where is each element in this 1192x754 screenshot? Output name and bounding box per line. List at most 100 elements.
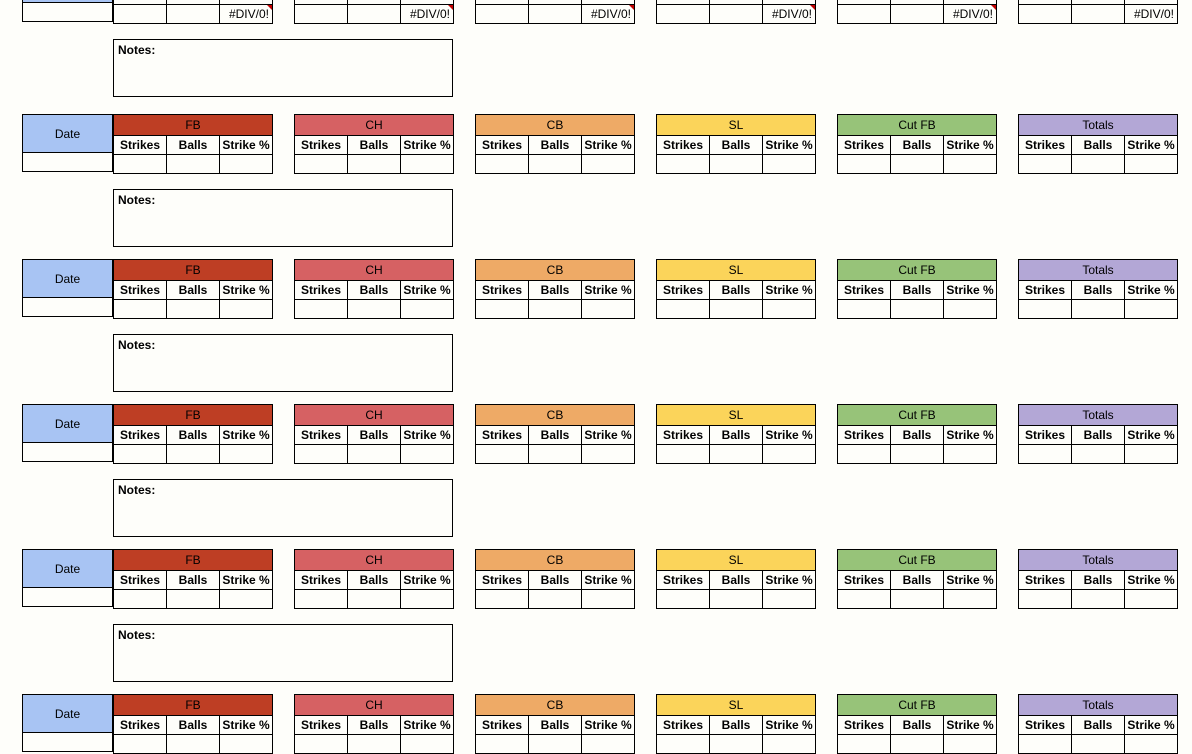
balls-cell[interactable] <box>166 5 219 24</box>
date-input-cell[interactable] <box>22 442 113 462</box>
balls-cell[interactable] <box>166 445 219 464</box>
strikes-cell[interactable] <box>837 735 890 754</box>
strike-pct-cell[interactable] <box>762 445 816 464</box>
strike-pct-cell[interactable] <box>400 300 454 319</box>
strikes-cell[interactable] <box>294 445 347 464</box>
date-input-cell[interactable] <box>22 587 113 607</box>
strike-pct-cell[interactable] <box>219 445 273 464</box>
balls-cell[interactable] <box>890 445 943 464</box>
balls-cell[interactable] <box>528 155 581 174</box>
strikes-cell[interactable] <box>1018 735 1071 754</box>
strike-pct-cell[interactable]: #DIV/0! <box>943 5 997 24</box>
strike-pct-cell[interactable] <box>762 300 816 319</box>
strikes-cell[interactable] <box>475 300 528 319</box>
date-input-cell[interactable] <box>22 297 113 317</box>
notes-box[interactable]: Notes: <box>113 334 453 392</box>
strikes-cell[interactable] <box>294 5 347 24</box>
balls-cell[interactable] <box>1071 155 1124 174</box>
balls-cell[interactable] <box>709 300 762 319</box>
strikes-cell[interactable] <box>837 155 890 174</box>
strike-pct-cell[interactable] <box>400 445 454 464</box>
notes-box[interactable]: Notes: <box>113 189 453 247</box>
balls-cell[interactable] <box>347 735 400 754</box>
strikes-cell[interactable] <box>1018 300 1071 319</box>
strike-pct-cell[interactable] <box>1124 300 1178 319</box>
balls-cell[interactable] <box>528 300 581 319</box>
notes-box[interactable]: Notes: <box>113 479 453 537</box>
balls-cell[interactable] <box>709 445 762 464</box>
balls-cell[interactable] <box>709 5 762 24</box>
strike-pct-cell[interactable] <box>219 155 273 174</box>
strikes-cell[interactable] <box>475 5 528 24</box>
balls-cell[interactable] <box>890 5 943 24</box>
strikes-cell[interactable] <box>656 300 709 319</box>
date-input-cell[interactable] <box>22 2 113 22</box>
strike-pct-cell[interactable]: #DIV/0! <box>1124 5 1178 24</box>
strikes-cell[interactable] <box>475 445 528 464</box>
strikes-cell[interactable] <box>837 5 890 24</box>
strike-pct-cell[interactable] <box>943 445 997 464</box>
strike-pct-cell[interactable] <box>581 300 635 319</box>
balls-cell[interactable] <box>166 155 219 174</box>
balls-cell[interactable] <box>166 735 219 754</box>
strikes-cell[interactable] <box>656 155 709 174</box>
strikes-cell[interactable] <box>656 5 709 24</box>
date-input-cell[interactable] <box>22 152 113 172</box>
strikes-cell[interactable] <box>113 735 166 754</box>
strikes-cell[interactable] <box>294 300 347 319</box>
strikes-cell[interactable] <box>837 445 890 464</box>
strike-pct-cell[interactable] <box>943 155 997 174</box>
strikes-cell[interactable] <box>1018 155 1071 174</box>
strike-pct-cell[interactable] <box>581 155 635 174</box>
balls-cell[interactable] <box>166 300 219 319</box>
strike-pct-cell[interactable] <box>762 735 816 754</box>
strikes-cell[interactable] <box>837 300 890 319</box>
strike-pct-cell[interactable] <box>219 735 273 754</box>
strike-pct-cell[interactable] <box>219 300 273 319</box>
balls-cell[interactable] <box>1071 300 1124 319</box>
strike-pct-cell[interactable] <box>400 735 454 754</box>
strike-pct-cell[interactable]: #DIV/0! <box>400 5 454 24</box>
strike-pct-cell[interactable] <box>400 155 454 174</box>
balls-cell[interactable] <box>1071 5 1124 24</box>
strikes-cell[interactable] <box>113 155 166 174</box>
strikes-cell[interactable] <box>113 5 166 24</box>
date-input-cell[interactable] <box>22 732 113 752</box>
notes-box[interactable]: Notes: <box>113 39 453 97</box>
strikes-cell[interactable] <box>1018 445 1071 464</box>
balls-cell[interactable] <box>528 445 581 464</box>
strikes-cell[interactable] <box>656 735 709 754</box>
balls-cell[interactable] <box>528 735 581 754</box>
balls-cell[interactable] <box>709 155 762 174</box>
strikes-cell[interactable] <box>113 300 166 319</box>
balls-cell[interactable] <box>890 300 943 319</box>
strikes-cell[interactable] <box>656 445 709 464</box>
strike-pct-cell[interactable] <box>1124 735 1178 754</box>
balls-cell[interactable] <box>890 155 943 174</box>
strike-pct-cell[interactable] <box>943 300 997 319</box>
balls-cell[interactable] <box>347 300 400 319</box>
strikes-cell[interactable] <box>475 735 528 754</box>
balls-cell[interactable] <box>347 5 400 24</box>
strike-pct-cell[interactable] <box>943 735 997 754</box>
strike-pct-cell[interactable] <box>581 445 635 464</box>
strike-pct-cell[interactable]: #DIV/0! <box>581 5 635 24</box>
balls-cell[interactable] <box>1071 735 1124 754</box>
balls-cell[interactable] <box>528 5 581 24</box>
balls-cell[interactable] <box>890 735 943 754</box>
strike-pct-cell[interactable]: #DIV/0! <box>762 5 816 24</box>
strike-pct-cell[interactable] <box>1124 445 1178 464</box>
strikes-cell[interactable] <box>113 445 166 464</box>
strikes-cell[interactable] <box>475 155 528 174</box>
balls-cell[interactable] <box>347 445 400 464</box>
balls-cell[interactable] <box>1071 445 1124 464</box>
notes-box[interactable]: Notes: <box>113 624 453 682</box>
strikes-cell[interactable] <box>1018 5 1071 24</box>
balls-cell[interactable] <box>709 735 762 754</box>
strikes-cell[interactable] <box>294 155 347 174</box>
strikes-cell[interactable] <box>294 735 347 754</box>
strike-pct-cell[interactable] <box>762 155 816 174</box>
strike-pct-cell[interactable]: #DIV/0! <box>219 5 273 24</box>
strike-pct-cell[interactable] <box>1124 155 1178 174</box>
balls-cell[interactable] <box>347 155 400 174</box>
